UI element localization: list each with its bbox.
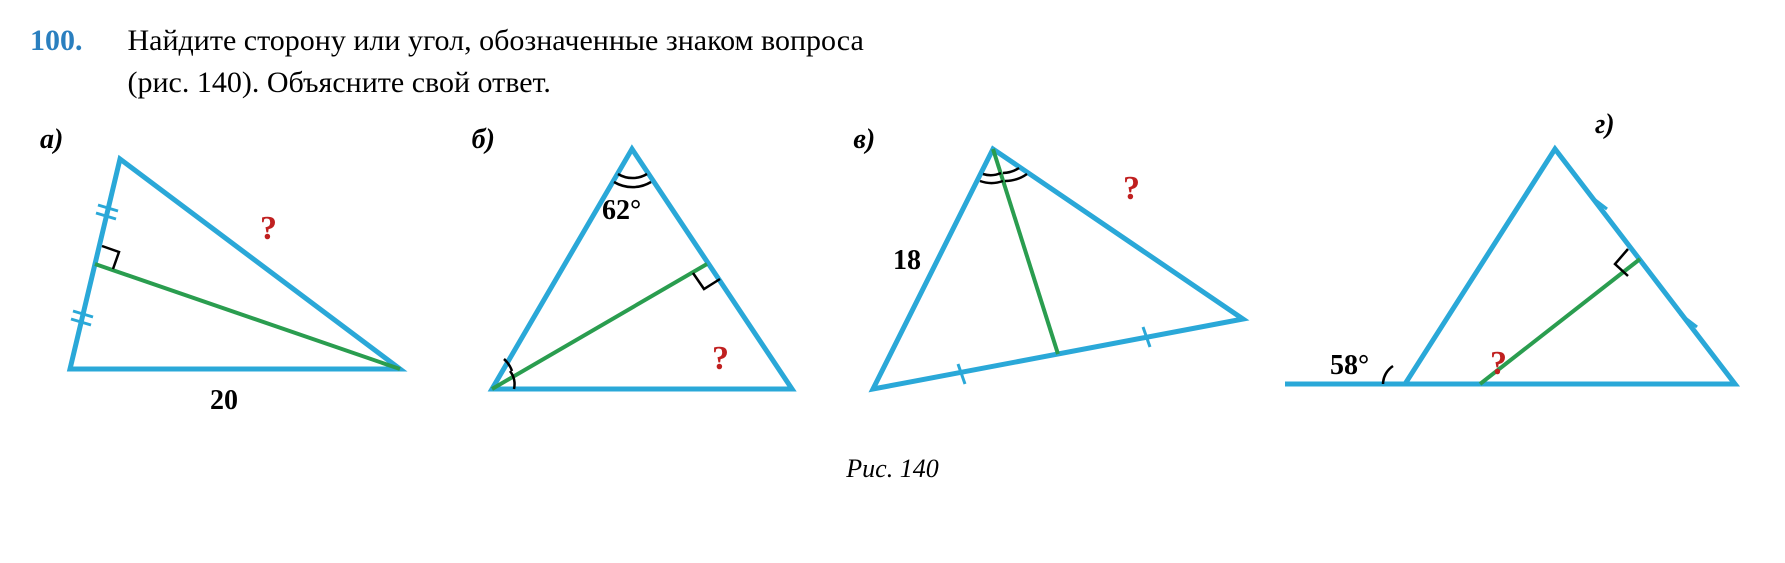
triangle-g (1405, 149, 1735, 384)
figure-g-question: ? (1490, 345, 1507, 382)
problem-number: 100. (30, 20, 120, 62)
bisector-b (492, 264, 707, 389)
median-v (993, 149, 1058, 354)
figure-g-svg: 58° ? (1275, 119, 1755, 439)
apex-arc1-v (983, 173, 1001, 175)
apex-arc2-v (1003, 168, 1019, 173)
figure-g-label: г) (1595, 109, 1615, 141)
figure-a-base: 20 (210, 385, 238, 416)
figure-g-angle: 58° (1330, 350, 1369, 381)
figure-a-question: ? (260, 210, 277, 247)
figure-v-question: ? (1123, 170, 1140, 207)
problem-line1: Найдите сторону или угол, обозначенные з… (128, 24, 864, 57)
figure-b-question: ? (712, 340, 729, 377)
figure-b-angle: 62° (602, 195, 641, 226)
figure-v-side: 18 (893, 245, 921, 276)
figure-v-label: в) (853, 124, 875, 156)
apex-arc2-b (614, 182, 651, 187)
problem-line2: (рис. 140). Объясните свой ответ. (128, 66, 551, 99)
figure-a: а) ? 20 (30, 119, 430, 444)
apex-arc3-v (980, 181, 1003, 183)
ext-arc-g (1383, 366, 1393, 384)
figure-a-label: а) (40, 124, 63, 156)
figure-b-label: б) (472, 124, 495, 156)
figures-row: а) ? 20 б) (30, 119, 1755, 444)
apex-arc1-b (618, 174, 647, 178)
apex-arc4-v (1005, 174, 1027, 181)
figure-b-svg: 62° ? (432, 119, 832, 439)
figure-b: б) 62° ? (432, 119, 832, 444)
problem-header: 100. Найдите сторону или угол, обозначен… (30, 20, 1755, 104)
figure-g: г) 58° ? (1275, 119, 1755, 444)
figure-caption: Рис. 140 (30, 454, 1755, 484)
figure-v-svg: 18 ? (833, 119, 1273, 439)
triangle-a (70, 159, 400, 369)
figure-a-svg: ? 20 (30, 119, 430, 439)
problem-text: Найдите сторону или угол, обозначенные з… (128, 20, 1728, 104)
figure-v: в) 18 ? (833, 119, 1273, 444)
median-a (95, 264, 400, 369)
